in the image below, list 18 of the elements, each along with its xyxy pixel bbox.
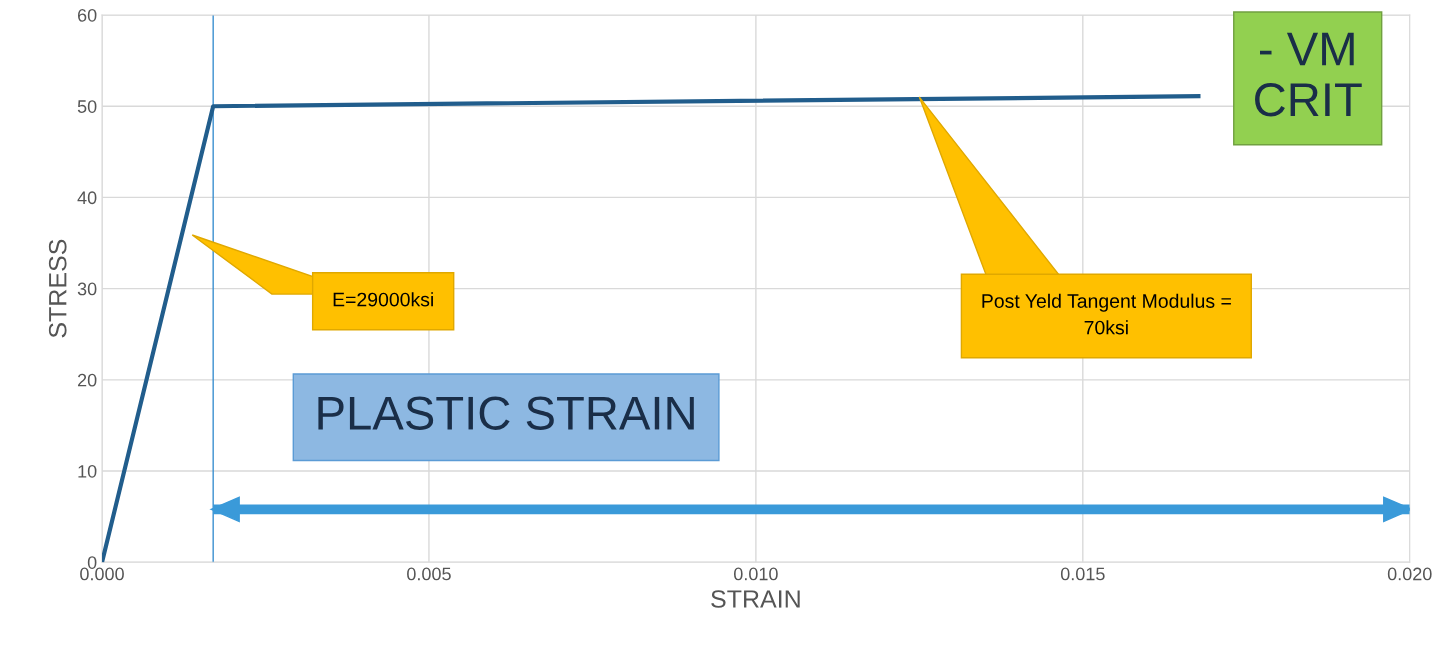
annotation: - VM CRIT — [1255, 32, 1362, 117]
y-tick-label: 40 — [77, 191, 97, 205]
x-axis-title: STRAIN — [711, 590, 800, 608]
x-tick-label: 0.020 — [1387, 567, 1432, 581]
y-tick-label: 50 — [77, 100, 97, 113]
annotation: E=29000ksi — [333, 292, 433, 307]
x-tick-label: 0.015 — [1060, 567, 1105, 581]
x-tick-label: 0.010 — [734, 567, 778, 581]
y-tick-label: 30 — [77, 282, 97, 296]
y-tick-label: 0 — [87, 556, 97, 569]
y-tick-label: 20 — [77, 373, 97, 387]
y-axis-title: STRESS — [48, 239, 67, 338]
x-tick-label: 0.000 — [80, 567, 124, 581]
x-tick-label: 0.005 — [407, 567, 451, 581]
y-tick-label: 60 — [77, 8, 97, 22]
annotation: PLASTIC STRAIN — [318, 396, 694, 430]
annotation: Post Yeld Tangent Modulus = 70ksi — [982, 293, 1231, 335]
y-tick-label: 10 — [78, 464, 97, 478]
